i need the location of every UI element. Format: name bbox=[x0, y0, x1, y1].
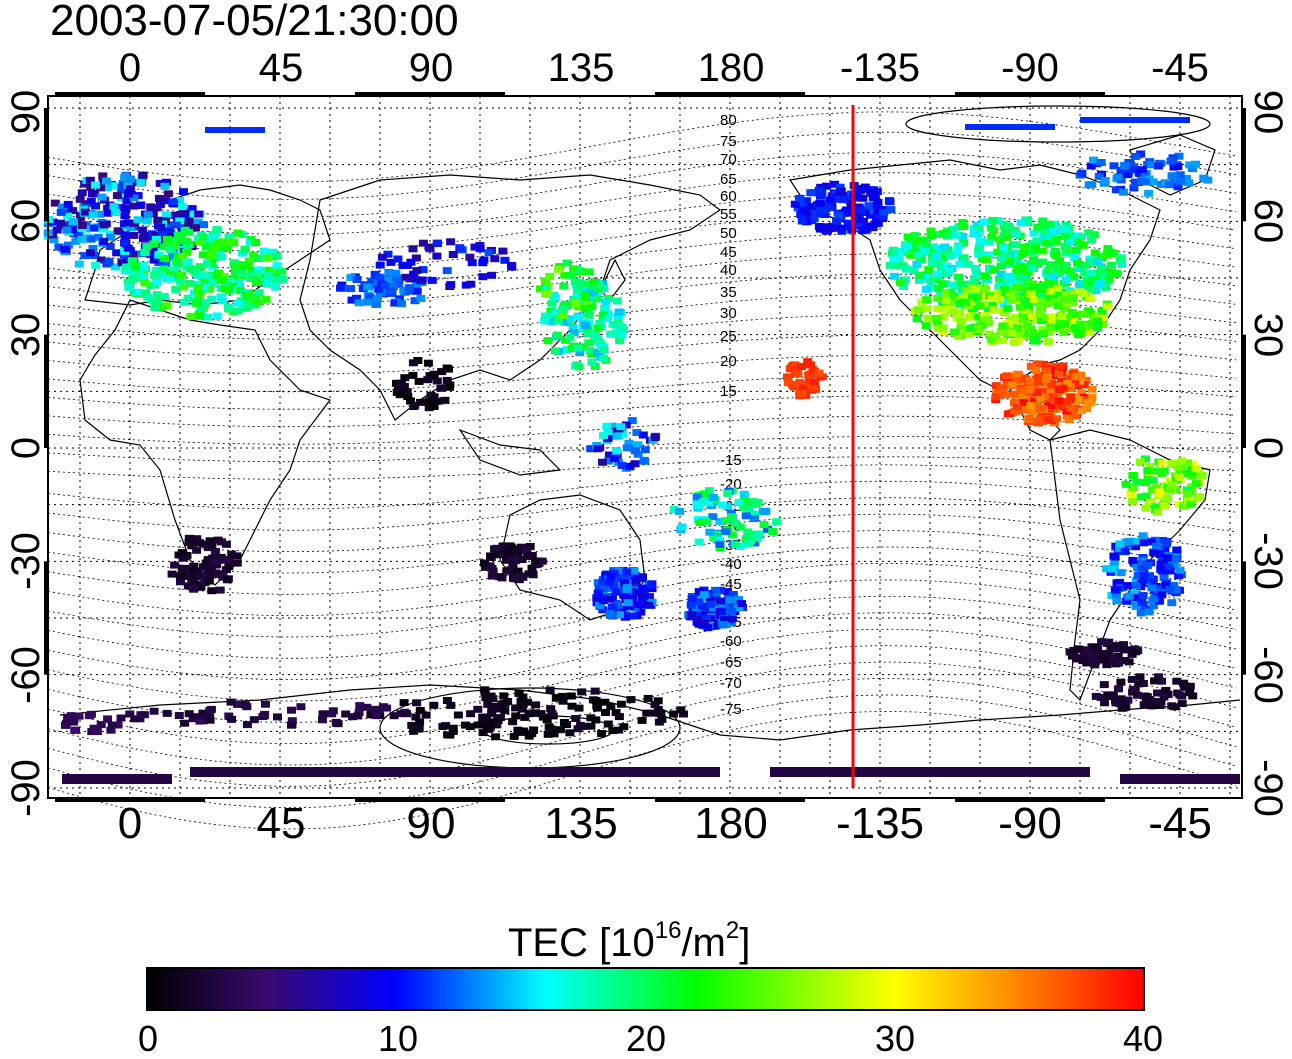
toplab-6: -90 bbox=[1001, 46, 1059, 90]
colorbar-tick-3: 30 bbox=[874, 1018, 916, 1059]
contour-label-north-0: 80 bbox=[720, 112, 737, 129]
colorbar-title: TEC [1016/m2] bbox=[508, 917, 751, 965]
colorbar-tick-0: 0 bbox=[137, 1018, 159, 1059]
contour-label-north-10: 30 bbox=[720, 305, 737, 322]
contour-label-south-9: -60 bbox=[720, 633, 742, 650]
botlab-1: 45 bbox=[256, 799, 306, 848]
toplab-2: 90 bbox=[408, 46, 454, 90]
contour-label-north-8: 40 bbox=[720, 262, 737, 279]
contour-label-north-6: 50 bbox=[720, 225, 737, 242]
frame-scale-bars bbox=[44, 92, 1246, 802]
botlab-3: 135 bbox=[544, 799, 618, 848]
contour-label-south-12: -75 bbox=[720, 701, 742, 718]
colorbar-tick-4: 40 bbox=[1122, 1018, 1164, 1059]
botlab-5: -135 bbox=[835, 799, 925, 848]
colorbar bbox=[146, 967, 1145, 1011]
toplab-1: 45 bbox=[258, 46, 304, 90]
toplab-3: 135 bbox=[547, 46, 615, 90]
contour-label-south-5: -40 bbox=[720, 556, 742, 573]
contour-label-north-3: 65 bbox=[720, 171, 737, 188]
toplab-5: -135 bbox=[839, 46, 921, 90]
contour-label-north-5: 55 bbox=[720, 206, 737, 223]
botlab-6: -90 bbox=[998, 799, 1062, 848]
contour-label-north-12: 20 bbox=[720, 353, 737, 370]
contour-label-north-13: 15 bbox=[720, 383, 737, 400]
contour-label-south-10: -65 bbox=[720, 654, 742, 671]
toplab-4: 180 bbox=[697, 46, 765, 90]
colorbar-tick-2: 20 bbox=[625, 1018, 667, 1059]
colorbar-tick-1: 10 bbox=[377, 1018, 419, 1059]
contour-label-north-11: 25 bbox=[720, 328, 737, 345]
contour-label-north-2: 70 bbox=[720, 151, 737, 168]
contour-label-south-0: -15 bbox=[720, 452, 742, 469]
contour-label-north-9: 35 bbox=[720, 284, 737, 301]
botlab-4: 180 bbox=[694, 799, 768, 848]
contour-label-north-4: 60 bbox=[720, 188, 737, 205]
contour-label-south-11: -70 bbox=[720, 675, 742, 692]
botlab-2: 90 bbox=[406, 799, 456, 848]
botlab-7: -45 bbox=[1148, 799, 1212, 848]
toplab-0: 0 bbox=[118, 46, 142, 90]
timestamp-title: 2003-07-05/21:30:00 bbox=[50, 0, 459, 45]
contour-label-north-7: 45 bbox=[720, 244, 737, 261]
toplab-7: -45 bbox=[1151, 46, 1209, 90]
magnetic-latitude-contours: 8075706560555045403530252015-15-20-25-30… bbox=[47, 105, 1237, 830]
tec-data-points bbox=[43, 117, 1240, 784]
botlab-0: 0 bbox=[117, 799, 143, 848]
contour-label-north-1: 75 bbox=[720, 133, 737, 150]
